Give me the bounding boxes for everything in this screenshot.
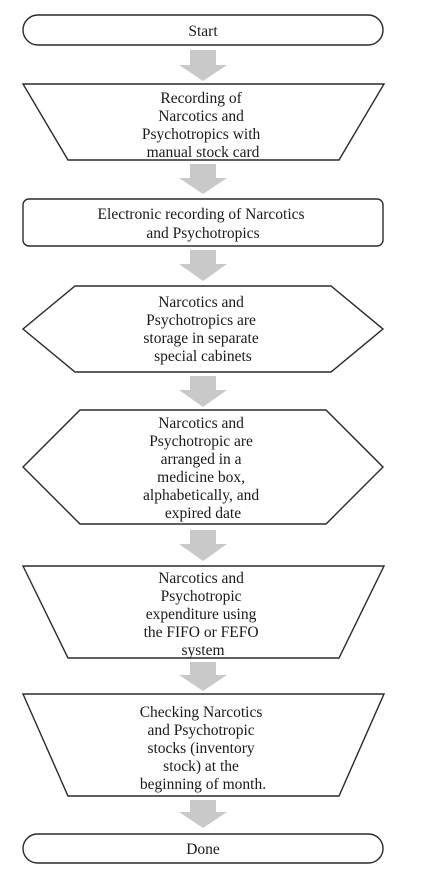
step-electronic-recording-label: Electronic recording of Narcotics and Ps…: [98, 206, 309, 242]
step-storage-cabinets-label: Narcotics and Psychotropics are storage …: [143, 294, 262, 365]
step-manual-recording-label: Recording of Narcotics and Psychotropics…: [142, 90, 264, 161]
step-storage-cabinets: [21, 285, 385, 373]
step-electronic-recording: [22, 198, 384, 247]
flow-arrow-1: [179, 50, 227, 81]
step-manual-recording: [21, 83, 386, 161]
step-arrangement: [22, 409, 384, 525]
flow-arrow-5: [179, 530, 227, 561]
flow-arrow-3: [179, 250, 227, 281]
start-label: Start: [188, 23, 218, 40]
step-stock-check: [21, 693, 386, 797]
flow-arrow-6: [179, 662, 227, 691]
flow-arrow-4: [179, 376, 227, 407]
done-label: Done: [186, 841, 220, 858]
step-expenditure: [21, 565, 386, 659]
flow-arrow-2: [179, 164, 227, 194]
flow-arrow-7: [179, 800, 227, 828]
done-terminator: [22, 833, 384, 864]
start-terminator: [22, 14, 384, 46]
step-stock-check-label: Checking Narcotics and Psychotropic stoc…: [140, 704, 267, 793]
step-arrangement-label: Narcotics and Psychotropic are arranged …: [143, 415, 263, 522]
step-expenditure-label: Narcotics and Psychotropic expenditure u…: [144, 570, 263, 659]
